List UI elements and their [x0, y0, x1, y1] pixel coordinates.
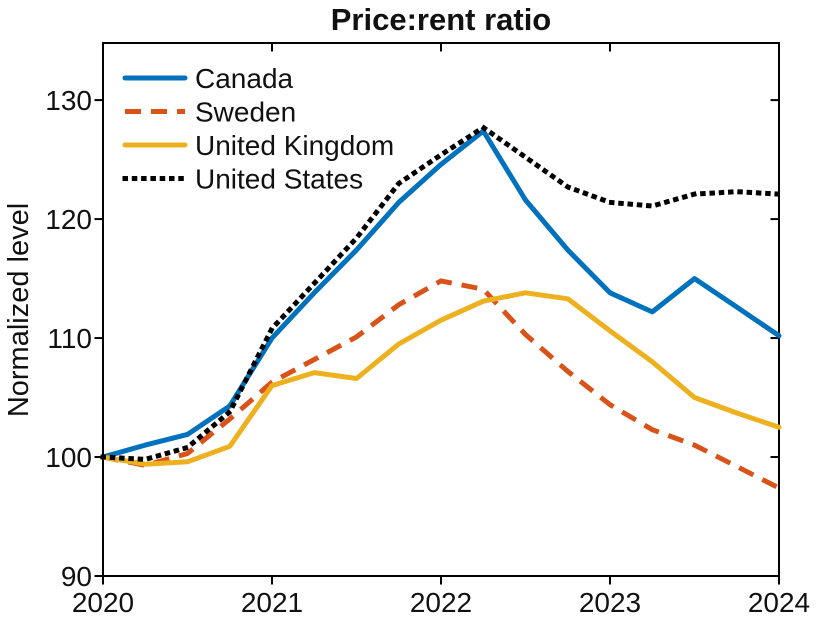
x-tick-label: 2023 [579, 587, 641, 618]
x-tick-label: 2020 [72, 587, 134, 618]
y-tick-label: 120 [45, 204, 92, 235]
legend-label-united-states: United States [195, 164, 363, 195]
legend-label-united-kingdom: United Kingdom [195, 130, 394, 161]
x-tick-label: 2024 [748, 587, 810, 618]
y-tick-label: 90 [61, 561, 92, 592]
series-line-united-kingdom [100, 290, 782, 467]
legend-item-united-kingdom: United Kingdom [122, 130, 394, 161]
legend-item-canada: Canada [122, 63, 294, 94]
x-tick-label: 2021 [241, 587, 303, 618]
series-line-united-states [100, 125, 782, 462]
legend-label-sweden: Sweden [195, 97, 296, 128]
chart-title: Price:rent ratio [331, 2, 552, 37]
y-tick-label: 110 [47, 323, 92, 354]
legend-item-united-states: United States [122, 164, 363, 195]
legend-item-sweden: Sweden [125, 97, 296, 128]
series-line-sweden [102, 278, 781, 491]
x-tick-label: 2022 [410, 587, 472, 618]
y-axis-label: Normalized level [3, 203, 35, 417]
y-tick-label: 100 [45, 442, 92, 473]
legend-label-canada: Canada [195, 63, 294, 94]
series-line-canada [100, 128, 782, 460]
y-tick-label: 130 [45, 85, 92, 116]
